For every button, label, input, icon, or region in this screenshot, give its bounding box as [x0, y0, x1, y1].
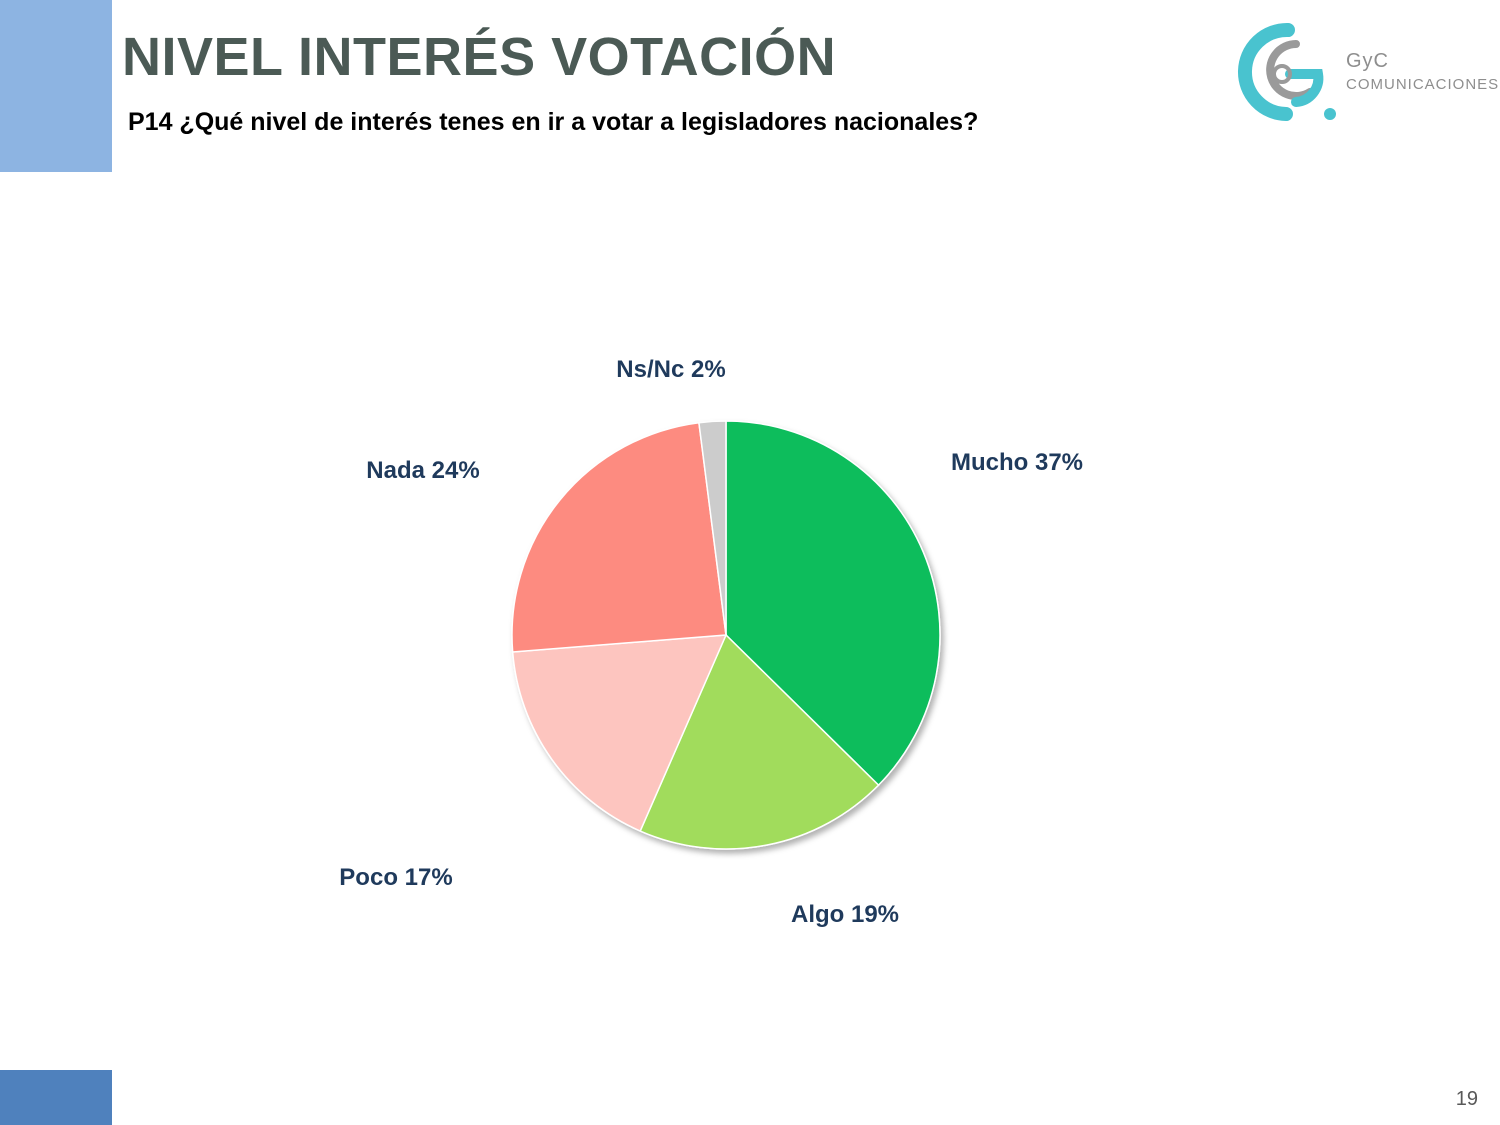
data-label-algo: Algo 19% — [791, 901, 899, 928]
page-number: 19 — [1455, 1088, 1478, 1110]
data-label-nada: Nada 24% — [366, 457, 479, 484]
pie-slice-algo — [639, 633, 880, 850]
data-label-poco: Poco 17% — [339, 864, 452, 891]
logo-brand-top: GyC — [1346, 50, 1389, 72]
bottom-accent-bar — [0, 1070, 112, 1125]
slide-title: NIVEL INTERÉS VOTACIÓN — [122, 27, 837, 87]
pie-slices — [511, 420, 941, 850]
pie-slice-ns-nc — [698, 420, 727, 636]
gyc-logo: GyC COMUNICACIONES — [1226, 4, 1498, 136]
pie-slice-poco — [511, 634, 728, 833]
pie-labels: Mucho 37% Algo 19% Poco 17% Nada 24% Ns/Nc 2… — [339, 356, 1083, 928]
gyc-logo-mark-icon — [1238, 22, 1336, 121]
pie-slice-nada — [511, 421, 727, 653]
survey-question: P14 ¿Qué nivel de interés tenes en ir a … — [128, 108, 979, 136]
top-accent-bar — [0, 0, 112, 172]
logo-brand-bottom: COMUNICACIONES — [1346, 76, 1500, 93]
pie-slice-mucho — [725, 420, 941, 787]
data-label-mucho: Mucho 37% — [951, 449, 1083, 476]
data-label-ns-nc: Ns/Nc 2% — [616, 356, 725, 383]
